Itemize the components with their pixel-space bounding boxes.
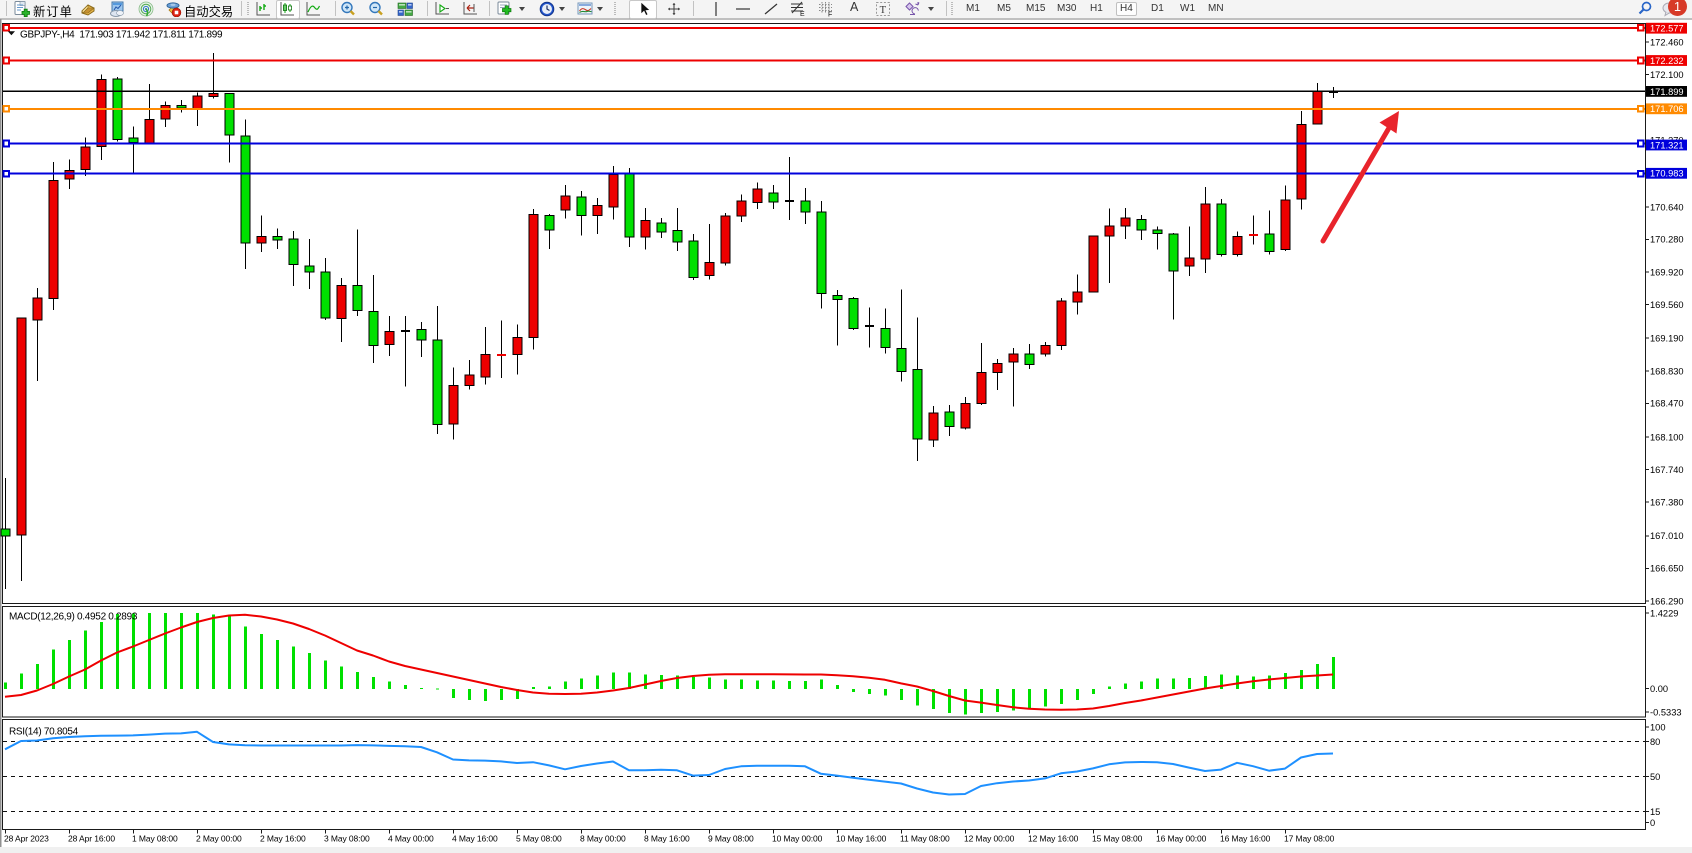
svg-text:172.577: 172.577 <box>1650 24 1684 34</box>
svg-text:169.190: 169.190 <box>1650 333 1684 343</box>
svg-text:167.380: 167.380 <box>1650 498 1684 508</box>
svg-text:15: 15 <box>1650 807 1660 817</box>
svg-text:171.899: 171.899 <box>1650 87 1684 97</box>
svg-text:4 May 00:00: 4 May 00:00 <box>388 834 434 844</box>
svg-text:170.983: 170.983 <box>1650 169 1684 179</box>
svg-text:168.830: 168.830 <box>1650 366 1684 376</box>
svg-text:9 May 08:00: 9 May 08:00 <box>708 834 754 844</box>
svg-text:10 May 16:00: 10 May 16:00 <box>836 834 887 844</box>
svg-text:100: 100 <box>1650 723 1666 733</box>
svg-text:17 May 08:00: 17 May 08:00 <box>1284 834 1335 844</box>
svg-text:4 May 16:00: 4 May 16:00 <box>452 834 498 844</box>
svg-text:2 May 00:00: 2 May 00:00 <box>196 834 242 844</box>
svg-text:F: F <box>828 12 832 18</box>
svg-text:168.100: 168.100 <box>1650 432 1684 442</box>
svg-text:12 May 00:00: 12 May 00:00 <box>964 834 1015 844</box>
svg-text:RSI(14) 70.8054: RSI(14) 70.8054 <box>9 726 79 737</box>
svg-text:MACD(12,26,9) 0.4952 0.2893: MACD(12,26,9) 0.4952 0.2893 <box>9 612 138 623</box>
svg-text:1 May 08:00: 1 May 08:00 <box>132 834 178 844</box>
svg-text:171.321: 171.321 <box>1650 140 1684 150</box>
svg-text:0.00: 0.00 <box>1650 684 1668 694</box>
svg-text:-0.5333: -0.5333 <box>1650 708 1682 718</box>
svg-text:171.706: 171.706 <box>1650 104 1684 114</box>
svg-text:169.560: 169.560 <box>1650 300 1684 310</box>
svg-text:16 May 16:00: 16 May 16:00 <box>1220 834 1271 844</box>
svg-text:170.640: 170.640 <box>1650 202 1684 212</box>
svg-text:172.100: 172.100 <box>1650 70 1684 80</box>
svg-text:172.232: 172.232 <box>1650 56 1684 66</box>
svg-text:1.4229: 1.4229 <box>1650 609 1678 619</box>
svg-text:80: 80 <box>1650 737 1660 747</box>
svg-text:166.290: 166.290 <box>1650 596 1684 606</box>
svg-text:168.470: 168.470 <box>1650 399 1684 409</box>
svg-text:166.650: 166.650 <box>1650 564 1684 574</box>
svg-text:170.280: 170.280 <box>1650 235 1684 245</box>
svg-text:2 May 16:00: 2 May 16:00 <box>260 834 306 844</box>
svg-text:12 May 16:00: 12 May 16:00 <box>1028 834 1079 844</box>
svg-text:28 Apr 16:00: 28 Apr 16:00 <box>68 834 115 844</box>
svg-text:E: E <box>800 11 805 17</box>
svg-text:T: T <box>880 5 887 16</box>
svg-text:28 Apr 2023: 28 Apr 2023 <box>4 834 49 844</box>
svg-text:10 May 00:00: 10 May 00:00 <box>772 834 823 844</box>
svg-text:5 May 08:00: 5 May 08:00 <box>516 834 562 844</box>
svg-text:167.010: 167.010 <box>1650 531 1684 541</box>
svg-text:11 May 08:00: 11 May 08:00 <box>900 834 950 844</box>
svg-text:167.740: 167.740 <box>1650 465 1684 475</box>
svg-text:GBPJPY-,H4 171.903 171.942 17: GBPJPY-,H4 171.903 171.942 171.811 171.8… <box>20 29 223 40</box>
svg-text:50: 50 <box>1650 772 1660 782</box>
svg-text:3 May 08:00: 3 May 08:00 <box>324 834 370 844</box>
svg-text:15 May 08:00: 15 May 08:00 <box>1092 834 1143 844</box>
svg-text:16 May 00:00: 16 May 00:00 <box>1156 834 1207 844</box>
svg-text:0: 0 <box>1650 818 1655 828</box>
svg-text:169.920: 169.920 <box>1650 267 1684 277</box>
svg-text:8 May 16:00: 8 May 16:00 <box>644 834 690 844</box>
svg-text:8 May 00:00: 8 May 00:00 <box>580 834 626 844</box>
svg-text:172.460: 172.460 <box>1650 37 1684 47</box>
